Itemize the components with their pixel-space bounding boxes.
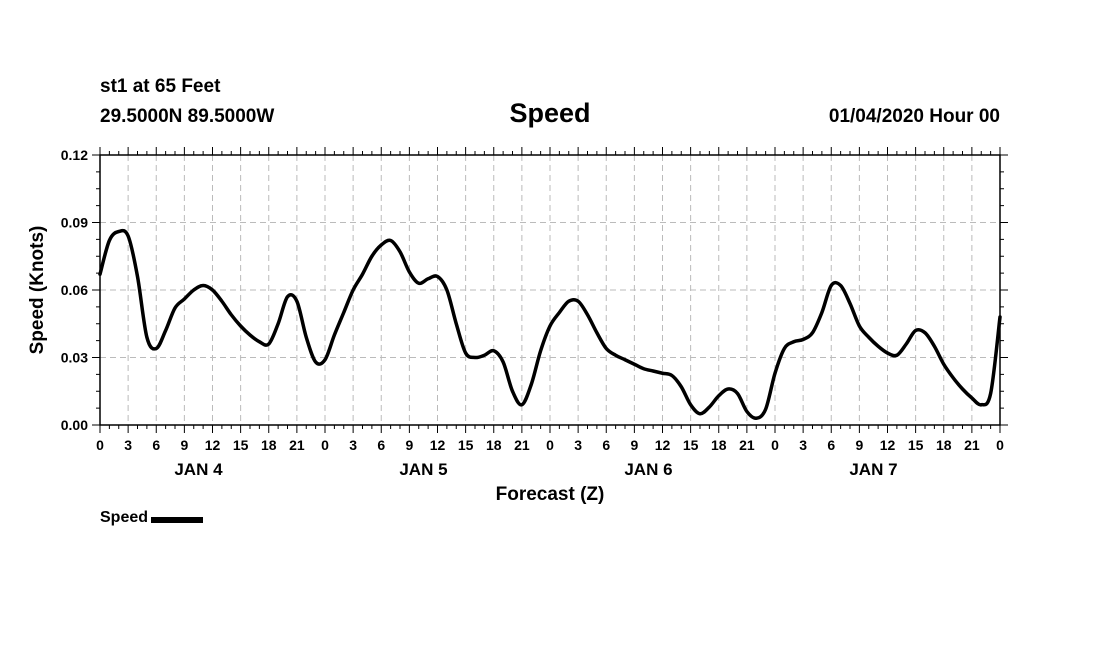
- chart-title: Speed: [509, 98, 591, 128]
- x-tick-label: 0: [771, 437, 779, 453]
- day-label: JAN 5: [399, 460, 447, 479]
- speed-series-line: [98, 228, 1002, 421]
- day-label: JAN 4: [174, 460, 223, 479]
- x-tick-label: 6: [602, 437, 610, 453]
- day-label: JAN 6: [624, 460, 672, 479]
- y-tick-label: 0.00: [61, 417, 88, 433]
- datetime-label: 01/04/2020 Hour 00: [828, 106, 1000, 127]
- x-tick-label: 18: [936, 437, 952, 453]
- y-tick-label: 0.12: [61, 147, 88, 163]
- x-tick-label: 18: [486, 437, 502, 453]
- x-tick-label: 12: [430, 437, 446, 453]
- station-label: st1 at 65 Feet: [100, 76, 221, 97]
- legend: Speed: [100, 509, 204, 527]
- x-tick-label: 0: [996, 437, 1004, 453]
- x-tick-label: 3: [799, 437, 807, 453]
- x-tick-label: 21: [289, 437, 305, 453]
- x-tick-label: 9: [630, 437, 638, 453]
- x-tick-label: 21: [964, 437, 980, 453]
- x-tick-label: 15: [683, 437, 699, 453]
- x-tick-label: 9: [855, 437, 863, 453]
- x-tick-label: 3: [124, 437, 132, 453]
- x-tick-label: 6: [827, 437, 835, 453]
- x-tick-label: 15: [233, 437, 249, 453]
- x-tick-label: 0: [96, 437, 104, 453]
- x-tick-label: 3: [574, 437, 582, 453]
- x-tick-label: 9: [180, 437, 188, 453]
- x-axis-label: Forecast (Z): [496, 484, 605, 505]
- x-tick-label: 0: [321, 437, 329, 453]
- legend-line-swatch: [151, 517, 204, 523]
- x-tick-label: 21: [739, 437, 755, 453]
- x-tick-label: 15: [458, 437, 474, 453]
- x-tick-label: 6: [377, 437, 385, 453]
- day-label: JAN 7: [849, 460, 897, 479]
- y-axis-label: Speed (Knots): [27, 226, 48, 355]
- x-tick-label: 0: [546, 437, 554, 453]
- x-tick-label: 12: [655, 437, 671, 453]
- x-tick-label: 12: [205, 437, 221, 453]
- x-tick-label: 12: [880, 437, 896, 453]
- y-tick-label: 0.03: [61, 350, 88, 366]
- x-tick-label: 9: [405, 437, 413, 453]
- legend-label: Speed: [100, 509, 149, 526]
- coordinates-label: 29.5000N 89.5000W: [100, 106, 275, 127]
- y-tick-label: 0.06: [61, 282, 88, 298]
- x-tick-label: 18: [711, 437, 727, 453]
- x-tick-label: 18: [261, 437, 277, 453]
- x-tick-label: 3: [349, 437, 357, 453]
- y-tick-label: 0.09: [61, 215, 88, 231]
- x-tick-label: 21: [514, 437, 530, 453]
- x-tick-label: 6: [152, 437, 160, 453]
- x-tick-label: 15: [908, 437, 924, 453]
